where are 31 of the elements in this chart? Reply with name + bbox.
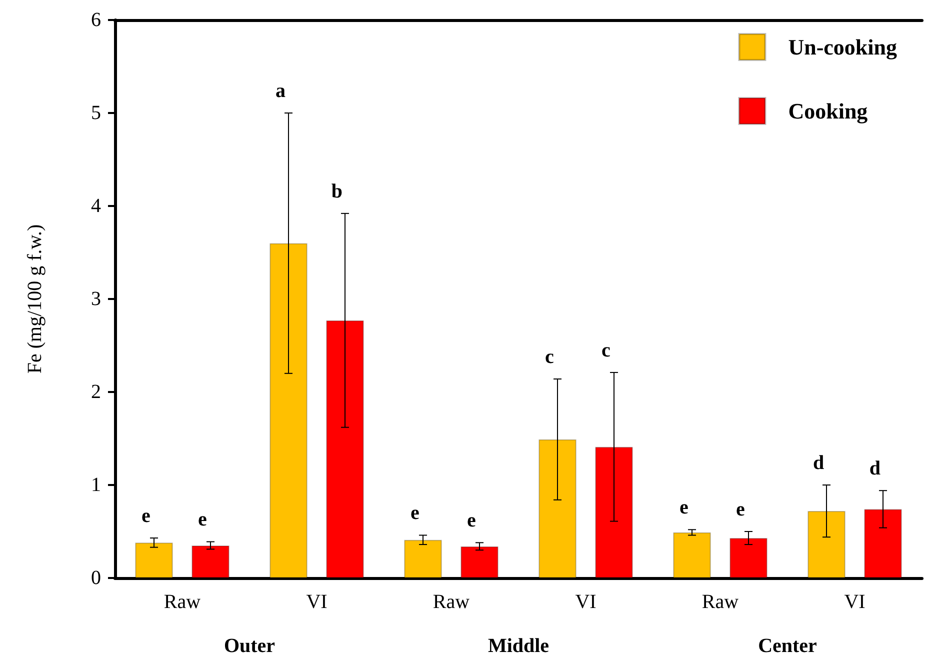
annotation: d	[869, 458, 881, 480]
annotation: e	[198, 508, 208, 531]
x-tick-label: Raw	[164, 591, 202, 613]
annotation: c	[545, 346, 554, 368]
y-axis-title: Fe (mg/100 g f.w.)	[24, 224, 46, 374]
annotation: e	[142, 505, 151, 528]
annotation: a	[276, 80, 286, 102]
text: Outer	[224, 635, 276, 657]
annotation: c	[602, 339, 611, 362]
x-tick-label: VI	[575, 591, 596, 613]
y-tick-label: 1	[91, 474, 101, 496]
x-tick-label: VI	[844, 591, 866, 613]
y-tick-label: 3	[91, 288, 101, 310]
y-tick-label: 6	[91, 9, 101, 31]
y-tick-label: 5	[91, 102, 101, 124]
annotation: e	[736, 498, 746, 520]
x-tick-label: VI	[306, 591, 328, 613]
annotation: d	[812, 452, 824, 474]
annotation: e	[410, 502, 420, 524]
x-tick-label: Raw	[702, 591, 740, 613]
annotation: e	[680, 496, 689, 519]
legend-label: Un-cooking	[788, 34, 897, 60]
annotation: b	[331, 180, 343, 202]
annotation: e	[467, 510, 476, 532]
text: Center	[758, 635, 818, 657]
y-tick-label: 0	[91, 567, 101, 589]
legend-label: Cooking	[788, 98, 868, 124]
y-tick-label: 2	[91, 381, 101, 403]
x-tick-label: Raw	[432, 591, 470, 613]
text: Middle	[488, 635, 550, 657]
y-tick-label: 4	[91, 195, 101, 217]
